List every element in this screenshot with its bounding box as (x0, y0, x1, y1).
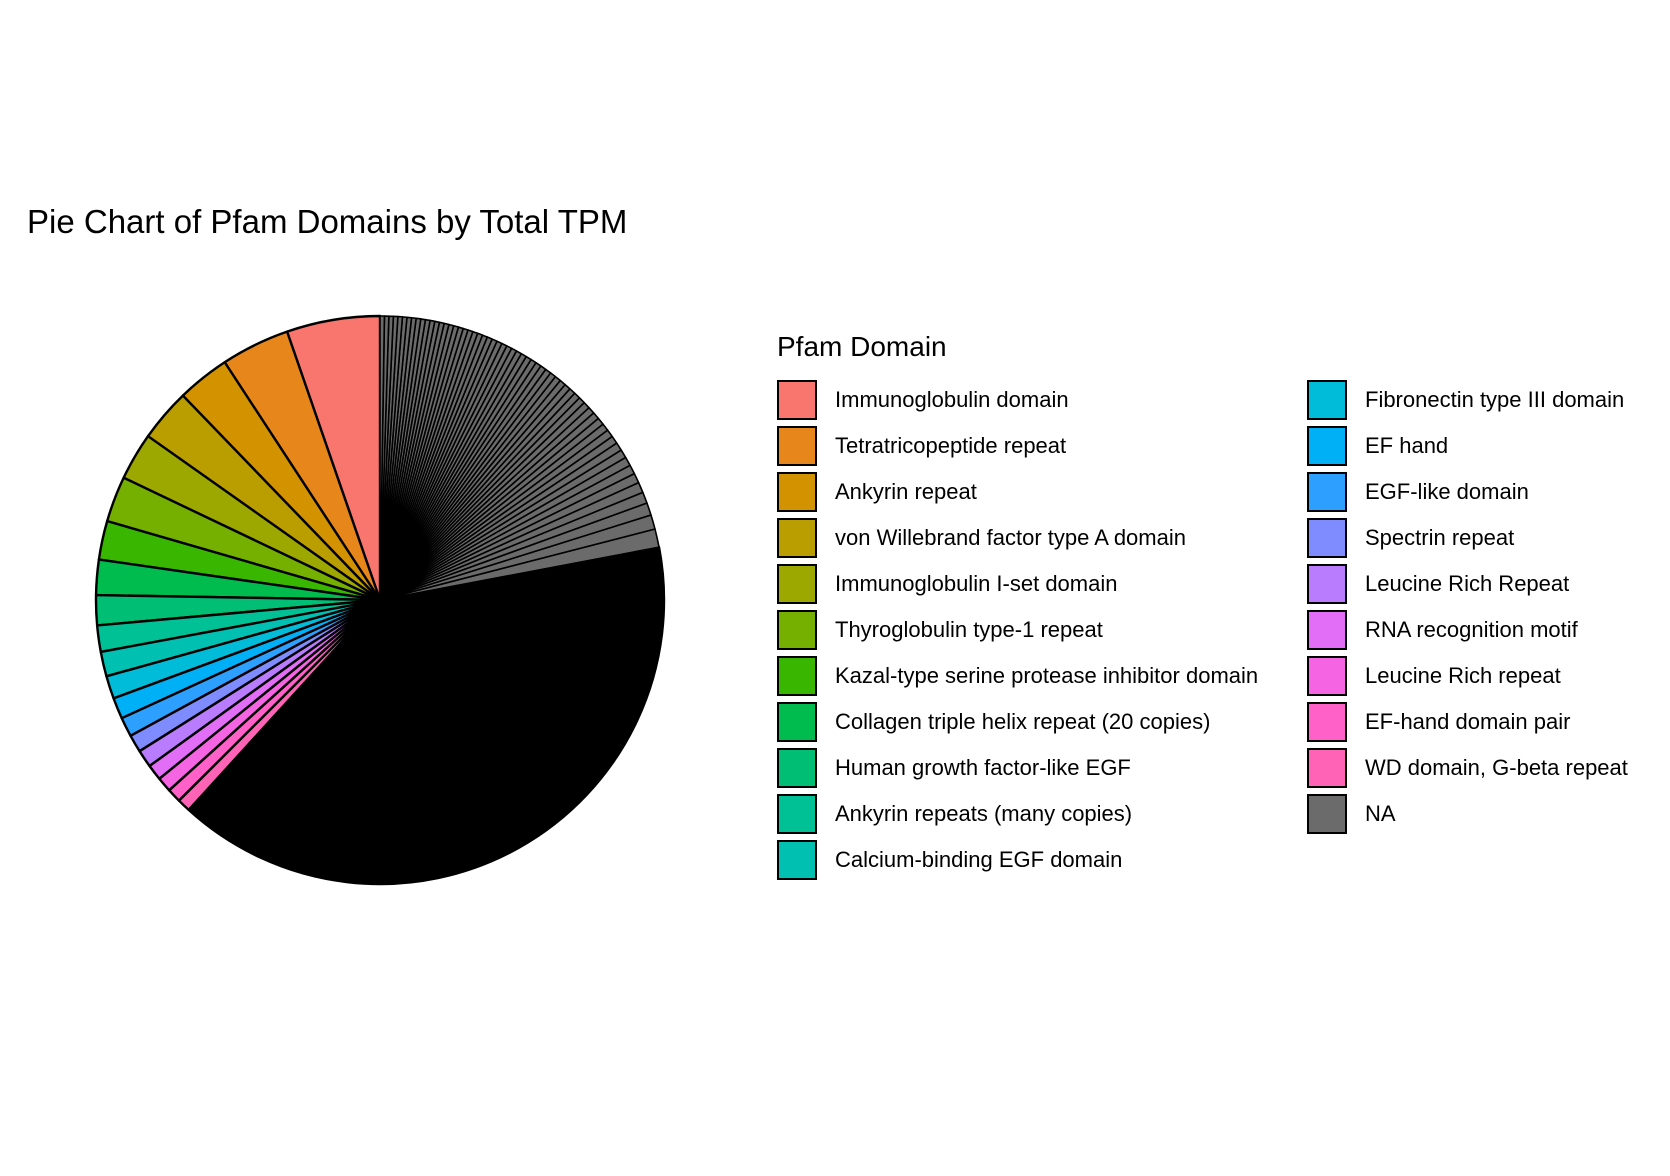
legend-key (1307, 518, 1347, 558)
legend-label: EF hand (1365, 433, 1449, 458)
legend-key (777, 840, 817, 880)
legend-item-immunoglobulin-i-set-domain: Immunoglobulin I-set domain (777, 563, 1117, 605)
legend-item-ankyrin-repeats-many-copies: Ankyrin repeats (many copies) (777, 793, 1132, 835)
legend-key (1307, 380, 1347, 420)
pie-slice-na-60 (379, 315, 386, 601)
legend-label: Immunoglobulin domain (835, 387, 1069, 412)
legend-item-wd-domain-g-beta-repeat: WD domain, G-beta repeat (1307, 747, 1628, 789)
legend-item-na: NA (1307, 793, 1396, 835)
legend-key (1307, 472, 1347, 512)
legend-label: Collagen triple helix repeat (20 copies) (835, 709, 1211, 734)
legend-key (777, 426, 817, 466)
legend-label: WD domain, G-beta repeat (1365, 755, 1628, 780)
legend-label: Leucine Rich repeat (1365, 663, 1561, 688)
legend-label: von Willebrand factor type A domain (835, 525, 1186, 550)
legend-item-leucine-rich-repeat: Leucine Rich repeat (1307, 655, 1561, 697)
legend-key (777, 748, 817, 788)
legend-item-spectrin-repeat: Spectrin repeat (1307, 517, 1514, 559)
pie-slices (94, 314, 666, 886)
legend-key (777, 472, 817, 512)
chart-title: Pie Chart of Pfam Domains by Total TPM (27, 203, 628, 240)
legend-label: Ankyrin repeats (many copies) (835, 801, 1133, 826)
legend-label: NA (1365, 801, 1396, 826)
legend-key (1307, 748, 1347, 788)
legend-item-ef-hand-domain-pair: EF-hand domain pair (1307, 701, 1570, 743)
legend-item-calcium-binding-egf-domain: Calcium-binding EGF domain (777, 839, 1122, 881)
legend-item-ef-hand: EF hand (1307, 425, 1448, 467)
legend-label: RNA recognition motif (1365, 617, 1578, 642)
legend-label: Immunoglobulin I-set domain (835, 571, 1118, 596)
legend-item-fibronectin-type-iii-domain: Fibronectin type III domain (1307, 379, 1624, 421)
legend-key (1307, 610, 1347, 650)
legend-key (1307, 794, 1347, 834)
legend-key (1307, 564, 1347, 604)
legend-key (777, 656, 817, 696)
legend-label: Spectrin repeat (1365, 525, 1515, 550)
legend-item-leucine-rich-repeat: Leucine Rich Repeat (1307, 563, 1569, 605)
legend-label: EF-hand domain pair (1365, 709, 1571, 734)
legend-item-egf-like-domain: EGF-like domain (1307, 471, 1529, 513)
legend-item-tetratricopeptide-repeat: Tetratricopeptide repeat (777, 425, 1066, 467)
legend-label: Kazal-type serine protease inhibitor dom… (835, 663, 1259, 688)
legend-item-human-growth-factor-like-egf: Human growth factor-like EGF (777, 747, 1131, 789)
legend-label: Human growth factor-like EGF (835, 755, 1131, 780)
legend-key (1307, 656, 1347, 696)
legend-item-rna-recognition-motif: RNA recognition motif (1307, 609, 1578, 651)
legend-label: Leucine Rich Repeat (1365, 571, 1570, 596)
legend-label: Fibronectin type III domain (1365, 387, 1625, 412)
legend-key (777, 610, 817, 650)
legend-label: Ankyrin repeat (835, 479, 977, 504)
legend-label: EGF-like domain (1365, 479, 1529, 504)
legend-key (1307, 426, 1347, 466)
legend-item-von-willebrand-factor-type-a-domain: von Willebrand factor type A domain (777, 517, 1186, 559)
legend-label: Thyroglobulin type-1 repeat (835, 617, 1103, 642)
pie-slice-unlabeled (187, 545, 666, 886)
legend-item-kazal-type-serine-protease-inhibitor-domain: Kazal-type serine protease inhibitor dom… (777, 655, 1258, 697)
legend-title: Pfam Domain (777, 331, 947, 362)
legend-label: Calcium-binding EGF domain (835, 847, 1123, 872)
legend-key (1307, 702, 1347, 742)
legend-label: Tetratricopeptide repeat (835, 433, 1067, 458)
legend-key (777, 794, 817, 834)
legend-item-immunoglobulin-domain: Immunoglobulin domain (777, 379, 1069, 421)
legend-item-thyroglobulin-type-1-repeat: Thyroglobulin type-1 repeat (777, 609, 1103, 651)
legend-key (777, 380, 817, 420)
legend-item-collagen-triple-helix-repeat-20-copies: Collagen triple helix repeat (20 copies) (777, 701, 1210, 743)
legend-key (777, 518, 817, 558)
legend-item-ankyrin-repeat: Ankyrin repeat (777, 471, 977, 513)
legend-key (777, 564, 817, 604)
legend-key (777, 702, 817, 742)
